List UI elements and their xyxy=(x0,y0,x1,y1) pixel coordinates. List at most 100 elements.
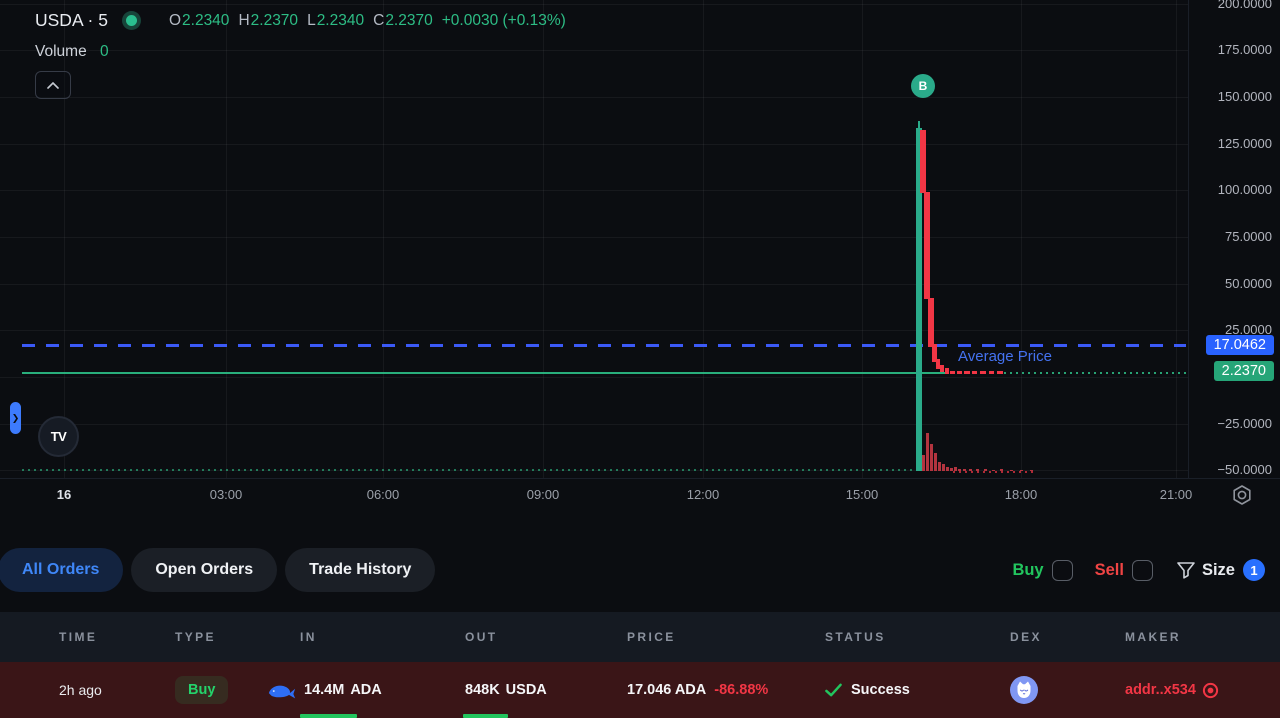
buy-order-marker[interactable]: B xyxy=(911,74,935,98)
grid-line-v xyxy=(703,0,704,478)
x-axis-label: 09:00 xyxy=(526,487,560,502)
funnel-icon[interactable] xyxy=(1177,561,1195,579)
x-axis-label: 03:00 xyxy=(209,487,243,502)
collapse-legend-button[interactable] xyxy=(35,71,71,99)
in-amount: 14.4M xyxy=(304,682,345,698)
average-price-badge: 17.0462 xyxy=(1205,335,1274,355)
grid-line-h xyxy=(0,143,1188,145)
grid-line-h xyxy=(0,3,1188,5)
orders-table-header: TIME TYPE IN OUT PRICE STATUS DEX MAKER xyxy=(0,612,1280,662)
tradingview-logo-text: TV xyxy=(50,429,67,444)
y-axis-label: 50.0000 xyxy=(1225,275,1272,291)
x-axis-label: 16 xyxy=(56,487,72,502)
price-axis[interactable]: 17.0462 2.2370 200.0000 175.0000 150.0000 1… xyxy=(1189,0,1280,478)
side-panel-handle[interactable]: ❯ xyxy=(10,402,21,434)
grid-line-v xyxy=(543,0,544,478)
y-axis-label: 100.0000 xyxy=(1217,182,1272,198)
checkmark-icon xyxy=(825,683,842,697)
gear-icon[interactable] xyxy=(1231,484,1253,511)
y-axis-label: 175.0000 xyxy=(1217,42,1272,58)
buy-type-badge: Buy xyxy=(175,676,229,704)
maker-address-link[interactable]: addr..x534 xyxy=(1125,682,1219,699)
header-out: OUT xyxy=(465,630,498,644)
y-axis-label: 200.0000 xyxy=(1217,0,1272,11)
y-axis-label: 125.0000 xyxy=(1217,135,1272,151)
grid-line-v xyxy=(1021,0,1022,478)
y-axis-label: −50.0000 xyxy=(1217,462,1272,478)
candle-down xyxy=(931,344,937,362)
price-series-line xyxy=(22,371,949,374)
volume-bar xyxy=(992,470,995,471)
header-type: TYPE xyxy=(175,630,216,644)
volume-baseline-dots xyxy=(953,471,1036,473)
last-price-badge: 2.2370 xyxy=(1213,361,1274,381)
sell-filter-label[interactable]: Sell xyxy=(1094,560,1124,579)
volume-readout: Volume 0 xyxy=(35,43,109,61)
candle-up xyxy=(915,128,922,471)
candle-down-small xyxy=(972,371,977,374)
chart-plot-area[interactable]: B xyxy=(0,0,1189,478)
maker-address: addr..x534 xyxy=(1125,682,1196,698)
minswap-cat-icon[interactable] xyxy=(1010,676,1038,704)
grid-line-v xyxy=(64,0,65,478)
high-value: 2.2370 xyxy=(250,11,299,29)
trading-chart[interactable]: B USDA · 5 O 2.2340 H 2.2370 L 2.2340 C 2.23… xyxy=(0,0,1280,510)
volume-bar xyxy=(937,462,941,471)
header-in: IN xyxy=(300,630,317,644)
header-dex: DEX xyxy=(1010,630,1042,644)
open-label: O xyxy=(168,11,182,29)
cell-in: 14.4M ADA xyxy=(268,681,463,700)
candle-wick xyxy=(918,121,920,132)
candle-down xyxy=(944,368,949,374)
y-axis-label: 75.0000 xyxy=(1225,228,1272,244)
target-icon xyxy=(1202,682,1219,699)
volume-bar xyxy=(984,469,987,471)
in-amount-underline xyxy=(300,714,357,718)
candle-down xyxy=(935,359,940,369)
candle-down xyxy=(923,192,930,299)
buy-checkbox[interactable] xyxy=(1051,559,1073,581)
header-maker: MAKER xyxy=(1125,630,1181,644)
time-axis[interactable]: 16 03:00 06:00 09:00 12:00 15:00 18:00 21:00 xyxy=(0,478,1280,511)
low-value: 2.2340 xyxy=(316,11,365,29)
price-value: 17.046 ADA xyxy=(627,682,707,698)
candle-down xyxy=(940,365,944,372)
header-price: PRICE xyxy=(627,630,676,644)
cell-dex xyxy=(1010,676,1125,704)
order-filters: Buy Sell Size 1 xyxy=(1012,559,1265,581)
orders-panel: All Orders Open Orders Trade History Buy… xyxy=(0,510,1280,718)
cell-type: Buy xyxy=(175,676,268,704)
tab-trade-history[interactable]: Trade History xyxy=(285,548,436,592)
volume-bar xyxy=(933,453,937,471)
buy-filter-label[interactable]: Buy xyxy=(1012,560,1044,579)
chevron-up-icon xyxy=(47,76,59,94)
volume-baseline-dots xyxy=(22,469,912,471)
table-row[interactable]: 2h ago Buy 14.4M ADA 848K USDA 17.046 AD… xyxy=(0,662,1280,718)
grid-line-h xyxy=(0,96,1188,98)
whale-icon xyxy=(268,681,296,700)
tradingview-logo[interactable]: TV xyxy=(38,416,79,457)
chevron-right-icon: ❯ xyxy=(11,412,20,423)
tab-open-orders[interactable]: Open Orders xyxy=(131,548,278,592)
volume-bar xyxy=(1020,470,1023,471)
size-filter-label[interactable]: Size xyxy=(1201,560,1235,579)
last-price-dotted-line xyxy=(1004,371,1188,374)
tab-all-orders[interactable]: All Orders xyxy=(0,548,124,592)
grid-line-h xyxy=(0,236,1188,238)
grid-line-v xyxy=(226,0,227,478)
candle-down xyxy=(927,298,934,347)
grid-line-h xyxy=(0,50,1188,52)
volume-bar xyxy=(1030,470,1033,471)
volume-bar xyxy=(925,433,929,471)
volume-bar xyxy=(969,469,972,471)
sell-checkbox[interactable] xyxy=(1131,559,1153,581)
volume-bar xyxy=(929,444,933,471)
out-amount-underline xyxy=(463,714,508,718)
x-axis-label: 06:00 xyxy=(366,487,400,502)
size-count-badge: 1 xyxy=(1243,559,1265,581)
grid-line-h xyxy=(0,190,1188,192)
y-axis-label: 25.0000 xyxy=(1225,322,1272,338)
x-axis-label: 21:00 xyxy=(1159,487,1193,502)
cell-maker: addr..x534 xyxy=(1125,682,1280,699)
candle-down-small xyxy=(997,371,1003,374)
